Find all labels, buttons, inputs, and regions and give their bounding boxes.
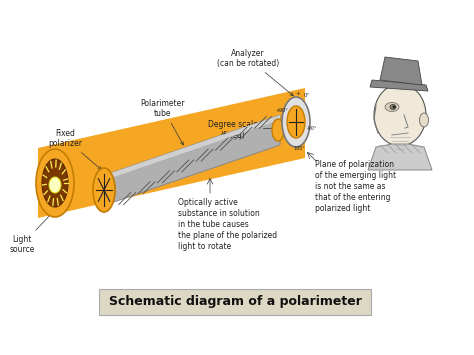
Text: Plane of polarization
of the emerging light
is not the same as
that of the enter: Plane of polarization of the emerging li… (315, 160, 396, 213)
Text: Degree scale
(fixed): Degree scale (fixed) (208, 120, 278, 140)
Ellipse shape (36, 149, 74, 217)
Polygon shape (38, 88, 305, 218)
Polygon shape (368, 144, 432, 170)
Ellipse shape (282, 97, 310, 147)
Ellipse shape (392, 105, 395, 109)
Text: 180°: 180° (293, 146, 305, 151)
Polygon shape (370, 80, 428, 91)
Ellipse shape (93, 168, 115, 212)
Text: Fixed
polarizer: Fixed polarizer (48, 129, 101, 170)
Text: 0°: 0° (304, 93, 310, 98)
Ellipse shape (42, 159, 68, 207)
Ellipse shape (101, 175, 115, 205)
Ellipse shape (49, 177, 61, 193)
Text: Optically active
substance in solution
in the tube causes
the plane of the polar: Optically active substance in solution i… (178, 198, 277, 251)
Ellipse shape (272, 119, 284, 141)
FancyBboxPatch shape (99, 289, 371, 315)
Text: Light
source: Light source (9, 213, 53, 255)
Text: Analyzer
(can be rotated): Analyzer (can be rotated) (217, 49, 293, 96)
Polygon shape (380, 57, 422, 85)
Text: +90°: +90° (275, 108, 288, 113)
Text: -90°: -90° (307, 126, 317, 131)
Ellipse shape (287, 106, 305, 138)
Text: +: + (296, 91, 301, 96)
Polygon shape (105, 115, 280, 205)
Ellipse shape (390, 104, 396, 109)
Text: Schematic diagram of a polarimeter: Schematic diagram of a polarimeter (109, 295, 362, 308)
Ellipse shape (374, 84, 426, 146)
Ellipse shape (385, 103, 399, 111)
Text: Polarimeter
tube: Polarimeter tube (141, 99, 185, 145)
Polygon shape (105, 115, 280, 180)
Ellipse shape (419, 113, 428, 127)
